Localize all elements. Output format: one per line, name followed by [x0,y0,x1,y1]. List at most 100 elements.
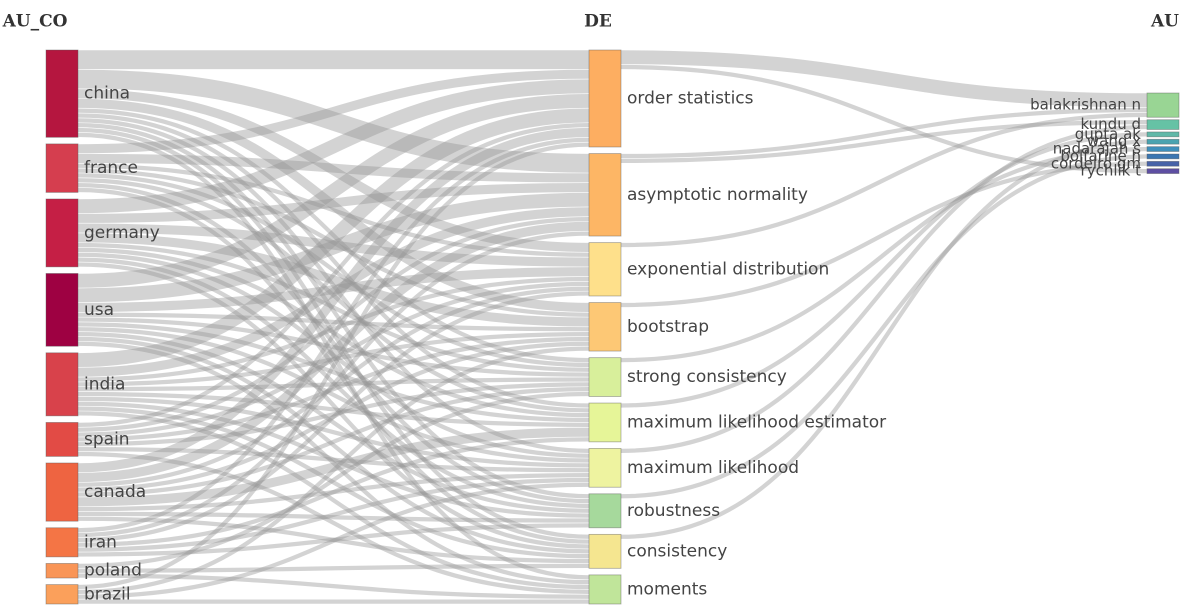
node [588,402,622,443]
node [1146,131,1180,138]
node-label: canada [84,482,146,502]
link [77,69,590,173]
node-label: rychlik t [1081,162,1142,180]
link [77,286,590,487]
link [77,341,590,585]
link [77,472,590,512]
node-label: spain [84,429,130,449]
node-label: exponential distribution [627,259,829,279]
node [1146,168,1180,174]
node-label: brazil [84,584,131,604]
node [45,563,79,579]
link [620,120,1148,163]
node-label: maximum likelihood estimator [627,412,886,432]
column-title: AU [1150,12,1179,32]
node-label: iran [84,532,117,552]
link [77,262,590,549]
node-label: consistency [627,541,727,561]
link [77,207,590,377]
link [77,113,590,408]
link [77,391,590,569]
link [77,346,590,594]
link [77,242,590,372]
link [77,173,590,368]
link [77,516,590,564]
link [77,336,590,442]
link [77,163,590,257]
link [77,391,590,427]
node [588,49,622,148]
link [77,336,590,554]
node [588,533,622,569]
link [77,192,590,303]
node-label: strong consistency [627,367,787,387]
links [77,50,1148,604]
link [77,401,590,518]
node [1146,138,1180,145]
node [45,49,79,138]
link [77,573,590,599]
link [77,377,590,392]
link [77,382,590,447]
link [77,108,590,368]
node [588,357,622,397]
node [1146,119,1180,130]
link [77,233,590,327]
link [77,93,590,288]
node-label: moments [627,579,707,599]
node [45,352,79,417]
link [77,257,590,509]
link [77,267,590,312]
node-label: balakrishnan n [1030,96,1141,114]
node [588,302,622,352]
link [77,231,590,538]
link [77,477,590,552]
link [77,132,590,580]
link [77,69,590,154]
column-title: AU_CO [2,12,68,32]
link [77,89,590,253]
link [77,142,590,590]
link [77,79,590,214]
link [77,387,590,497]
node-label: cordeiro gm [1051,154,1141,172]
link [77,511,590,523]
link [77,396,590,468]
link [77,168,590,317]
link [77,427,590,507]
node-label: maximum likelihood [627,458,799,478]
link [77,127,590,539]
node [45,143,79,193]
link [77,327,590,463]
link [620,112,1148,248]
link [77,182,590,504]
link [77,123,590,499]
link [77,406,590,559]
node [1146,160,1180,167]
node-label: bolfarine h [1060,147,1141,165]
link [77,563,590,573]
link [77,153,590,183]
node-label: china [84,84,130,104]
node-label: kundu d [1080,115,1141,133]
link [77,322,590,423]
link [77,187,590,544]
node-label: wang x [1087,132,1141,150]
link [620,124,1148,453]
node-label: nadarajah s [1053,140,1141,158]
link [77,437,590,547]
link [77,523,590,557]
link [620,146,1148,363]
node [588,574,622,605]
node [45,273,79,347]
node [1146,153,1180,160]
link [620,50,1148,108]
link [77,312,590,332]
link [77,98,590,312]
node [1146,146,1180,152]
link [77,281,590,437]
node-label: france [84,158,138,178]
column-title: DE [584,12,612,32]
node-label: india [84,374,125,394]
